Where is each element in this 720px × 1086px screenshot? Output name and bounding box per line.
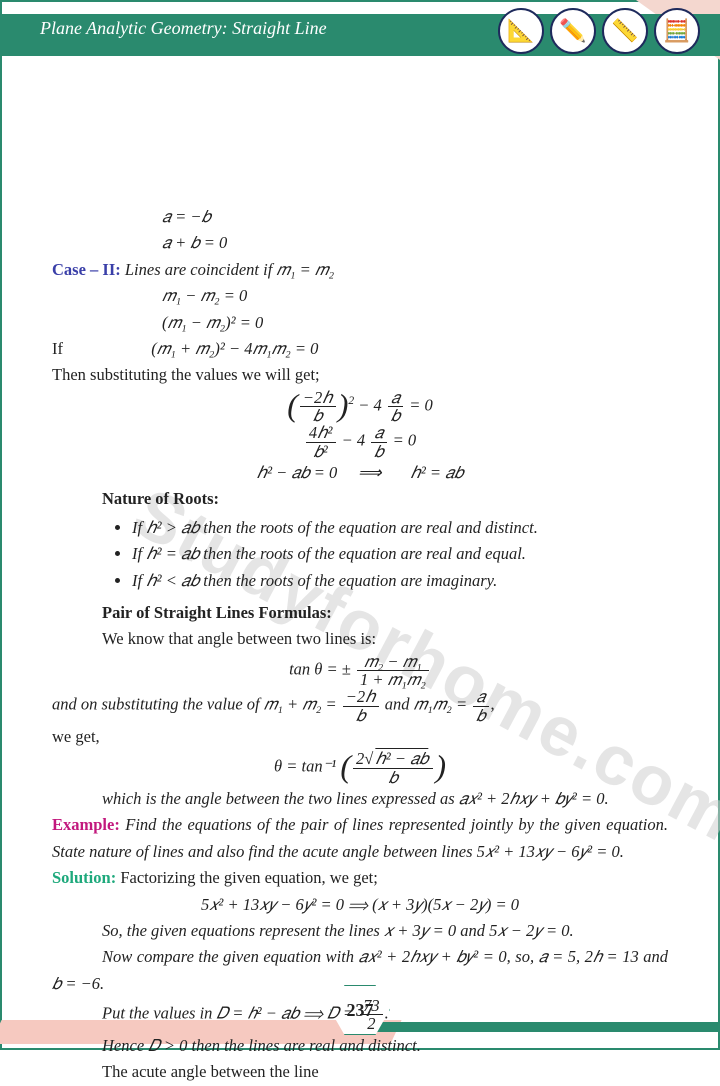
tan-formula: tan θ = ± 𝑚₂ − 𝑚₁1 + 𝑚₁𝑚₂ [52,653,668,689]
if-label: If [52,339,63,358]
calculator-icon: 🧮 [654,8,700,54]
header-icons: 📐 ✏️ 📏 🧮 [498,8,700,54]
page: Plane Analytic Geometry: Straight Line 📐… [0,0,720,1050]
eq-m-sq: (𝑚₁ − 𝑚₂)² = 0 [52,310,668,336]
angle-expressed: which is the angle between the two lines… [52,786,668,812]
compare-line: Now compare the given equation with 𝑎𝑥² … [52,944,668,997]
geometry-icon: 📐 [498,8,544,54]
example-label: Example: [52,815,120,834]
example-block: Example: Find the equations of the pair … [52,812,668,865]
solution-label: Solution: [52,868,116,887]
eq-h2-ab: ℎ² − 𝑎𝑏 = 0 ⟹ ℎ² = 𝑎𝑏 [52,460,668,486]
example-text: Find the equations of the pair of lines … [52,815,668,860]
frac-line-1: (−2ℎ𝑏)2 − 4 𝑎𝑏 = 0 [52,389,668,425]
then-substituting: Then substituting the values we will get… [52,362,668,388]
solution-text: Factorizing the given equation, we get; [116,868,378,887]
ruler-icon: 📏 [602,8,648,54]
eq-m-diff: 𝑚₁ − 𝑚₂ = 0 [52,283,668,309]
substitute-line: and on substituting the value of 𝑚₁ + 𝑚₂… [52,688,668,724]
pair-heading: Pair of Straight Lines Formulas: [52,600,668,626]
hence-line: Hence 𝐷 > 0 then the lines are real and … [52,1033,668,1059]
represent-lines: So, the given equations represent the li… [52,918,668,944]
solution-block: Solution: Factorizing the given equation… [52,865,668,891]
case-2-text: Lines are coincident if 𝑚₁ = 𝑚₂ [121,260,334,279]
theta-formula: θ = tan⁻¹ (2√ℎ² − 𝑎𝑏𝑏) [52,750,668,786]
root-2: If ℎ² = 𝑎𝑏 then the roots of the equatio… [132,541,668,567]
pair-intro: We know that angle between two lines is: [52,626,668,652]
we-get: we get, [52,724,668,750]
eq-if: (𝑚₁ + 𝑚₂)² − 4𝑚₁𝑚₂ = 0 [151,339,318,358]
root-3: If ℎ² < 𝑎𝑏 then the roots of the equatio… [132,568,668,594]
eq-a: 𝑎 = −𝑏 [52,204,668,230]
nature-heading: Nature of Roots: [52,486,668,512]
root-1: If ℎ² > 𝑎𝑏 then the roots of the equatio… [132,515,668,541]
eq-a-plus-b: 𝑎 + 𝑏 = 0 [52,230,668,256]
if-line: If (𝑚₁ + 𝑚₂)² − 4𝑚₁𝑚₂ = 0 [52,336,668,362]
compass-icon: ✏️ [550,8,596,54]
header-title: Plane Analytic Geometry: Straight Line [40,18,327,39]
frac-line-2: 4ℎ²𝑏² − 4 𝑎𝑏 = 0 [52,424,668,460]
content: Studyforhome.com 𝑎 = −𝑏 𝑎 + 𝑏 = 0 Case –… [52,92,668,978]
case-2-label: Case – II: [52,260,121,279]
acute-line: The acute angle between the line [52,1059,668,1085]
factor-eq: 5𝑥² + 13𝑥𝑦 − 6𝑦² = 0 ⟹ (𝑥 + 3𝑦)(5𝑥 − 2𝑦)… [52,892,668,918]
roots-list: If ℎ² > 𝑎𝑏 then the roots of the equatio… [132,515,668,594]
case-2-line: Case – II: Lines are coincident if 𝑚₁ = … [52,257,668,283]
put-values: Put the values in 𝐷 = ℎ² − 𝑎𝑏 ⟹ 𝐷 = 732. [52,997,668,1033]
